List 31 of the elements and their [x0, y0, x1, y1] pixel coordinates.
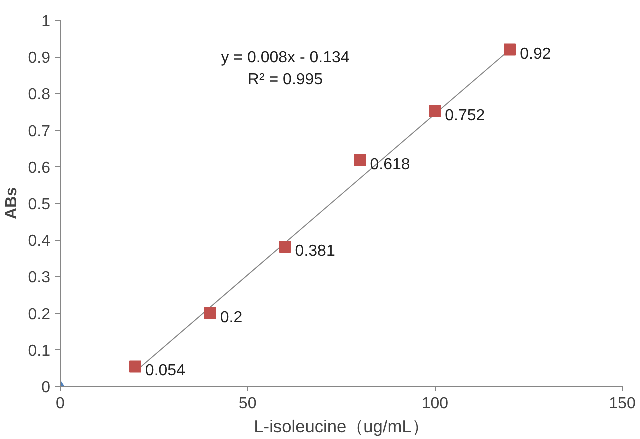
annotation: y = 0.008x - 0.134 — [221, 50, 350, 66]
y-tick-label: 1 — [42, 14, 51, 30]
x-tick-label: 100 — [422, 396, 449, 412]
point — [279, 241, 292, 254]
x-tick-label: 50 — [238, 396, 257, 412]
y-tick-label: 0.4 — [28, 233, 51, 250]
y-tick-label: 0.8 — [28, 86, 51, 104]
x-axis-title: L-isoleucine（ug/mL） — [254, 416, 429, 436]
point — [429, 105, 442, 118]
y-tick-label: 0.2 — [28, 306, 51, 324]
point — [504, 44, 516, 56]
data-label: 0.618 — [370, 156, 410, 174]
point — [129, 360, 142, 373]
y-tick-label: 0.6 — [28, 160, 51, 177]
y-tick-label: 0.1 — [28, 342, 51, 360]
y-tick-label: 0.9 — [28, 50, 51, 68]
point — [354, 154, 366, 166]
data-label: 0.2 — [220, 309, 243, 326]
y-tick-label: 0.3 — [28, 270, 51, 287]
y-tick-label: 0.5 — [28, 196, 51, 214]
data-label: 0.92 — [520, 46, 552, 63]
y-axis-title: ABs — [3, 187, 20, 220]
x-tick-label: 150 — [609, 396, 636, 412]
point — [204, 307, 216, 320]
data-label: 0.752 — [445, 107, 486, 124]
y-tick-label: 0 — [42, 380, 51, 396]
data-label: 0.054 — [145, 362, 186, 380]
x-tick-label: 0 — [56, 396, 66, 412]
y-tick-label: 0.7 — [28, 123, 51, 140]
data-label: 0.381 — [295, 243, 336, 260]
annotation: R² = 0.995 — [248, 72, 324, 88]
